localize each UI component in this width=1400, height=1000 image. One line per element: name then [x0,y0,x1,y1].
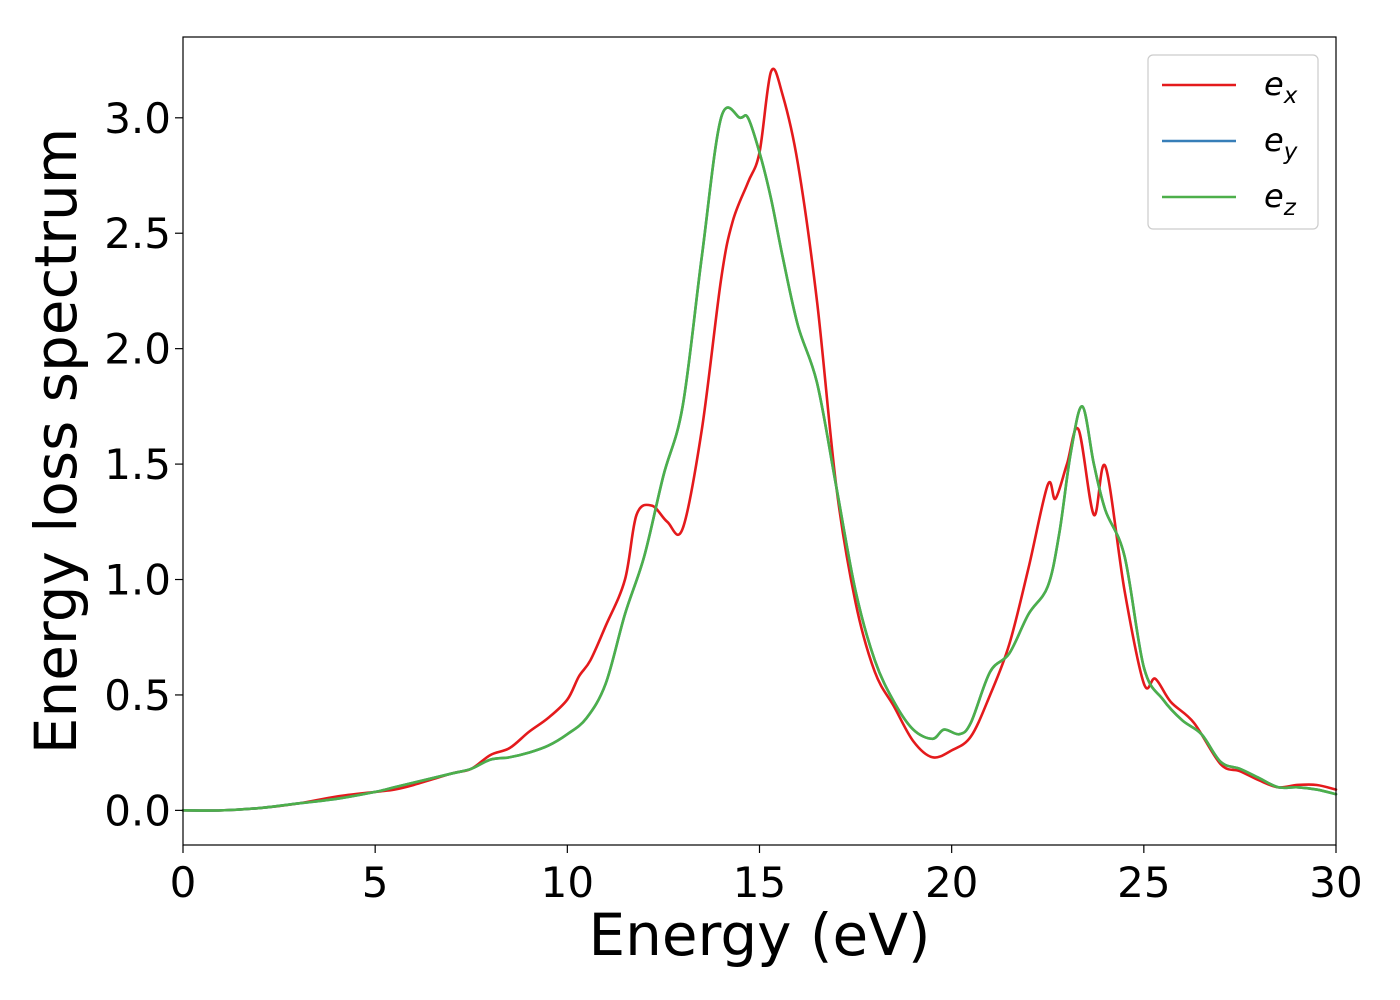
y-tick-label: 0.0 [104,786,171,835]
x-tick-label: 0 [170,858,197,907]
y-axis-title: Energy loss spectrum [22,128,90,754]
y-tick-label: 1.0 [104,556,171,605]
series-line-ez [181,106,1338,812]
y-tick-label: 2.5 [104,209,171,258]
series-layer [181,67,1338,812]
series-line-ex [181,67,1338,812]
y-axis-ticks: 0.0 0.5 1.0 1.5 2.0 2.5 3.0 [104,94,183,835]
x-axis-title: Energy (eV) [588,901,930,969]
x-axis-ticks: 0 5 10 15 20 25 30 [170,845,1363,907]
y-tick-label: 0.5 [104,671,171,720]
x-tick-label: 5 [362,858,389,907]
x-tick-label: 20 [925,858,978,907]
y-tick-label: 3.0 [104,94,171,143]
x-tick-label: 30 [1309,858,1362,907]
x-tick-label: 15 [733,858,786,907]
y-tick-label: 2.0 [104,325,171,374]
y-tick-label: 1.5 [104,440,171,489]
x-tick-label: 10 [541,858,594,907]
x-tick-label: 25 [1117,858,1170,907]
